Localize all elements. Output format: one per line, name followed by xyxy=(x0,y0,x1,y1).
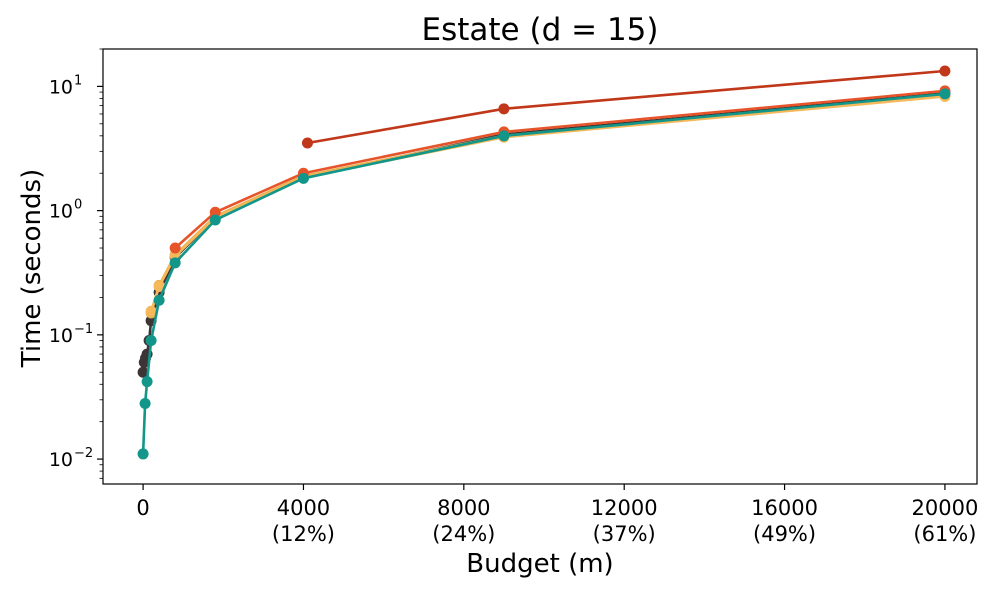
series-1 xyxy=(145,89,951,319)
data-point xyxy=(939,88,951,100)
data-point xyxy=(141,376,153,388)
y-axis-label: Time (seconds) xyxy=(17,169,47,368)
series-5 xyxy=(137,88,951,460)
data-point xyxy=(209,214,221,226)
data-point xyxy=(145,305,157,317)
x-tick-label: 20000 xyxy=(912,496,979,520)
y-tick-exponent: 0 xyxy=(74,198,82,213)
x-tick-percent-label: (61%) xyxy=(913,522,976,546)
series-line xyxy=(174,89,946,249)
data-point xyxy=(301,137,313,149)
data-point xyxy=(169,242,181,254)
y-tick-label: 10 xyxy=(49,201,73,223)
y-tick-label: 10 xyxy=(49,76,73,98)
data-point xyxy=(498,103,510,115)
x-tick-label: 4000 xyxy=(277,496,330,520)
data-point xyxy=(137,448,149,460)
data-point xyxy=(145,335,157,347)
x-tick-label: 16000 xyxy=(751,496,818,520)
x-tick-percent-label: (12%) xyxy=(272,522,335,546)
x-tick-percent-label: (49%) xyxy=(753,522,816,546)
series-line xyxy=(141,91,946,373)
series-3 xyxy=(169,85,951,254)
data-point xyxy=(209,206,221,218)
series-2 xyxy=(145,90,951,317)
series-line xyxy=(141,92,946,454)
series-layer xyxy=(137,65,951,460)
chart-title-main: Estate (d = 15) xyxy=(422,12,659,48)
x-tick-percent-label: (37%) xyxy=(593,522,656,546)
y-tick-exponent: 1 xyxy=(74,73,82,88)
x-tick-label: 0 xyxy=(136,496,149,520)
series-4 xyxy=(301,65,951,149)
data-point xyxy=(939,65,951,77)
data-point xyxy=(153,294,165,306)
plot-area-frame xyxy=(102,48,978,485)
x-axis-label: Budget (m) xyxy=(466,549,613,579)
data-point xyxy=(498,130,510,142)
x-tick-label: 12000 xyxy=(591,496,658,520)
data-point xyxy=(137,366,149,378)
y-tick-exponent: −2 xyxy=(74,446,93,461)
x-axis-ticks: 0 4000(12%) 8000(24%) 12000(37%) 16000(49%) 2… xyxy=(136,484,978,546)
series-line xyxy=(307,69,946,145)
y-tick-label: 10 xyxy=(49,449,73,471)
data-point xyxy=(297,172,309,184)
y-tick-label: 10 xyxy=(49,325,73,347)
y-tick-exponent: −1 xyxy=(74,322,93,337)
data-point xyxy=(153,281,165,293)
data-point xyxy=(139,398,151,410)
x-tick-label: 8000 xyxy=(437,496,490,520)
chart-title: Estate (d = 15) xyxy=(422,12,659,48)
data-point xyxy=(169,257,181,269)
x-tick-percent-label: (24%) xyxy=(432,522,495,546)
